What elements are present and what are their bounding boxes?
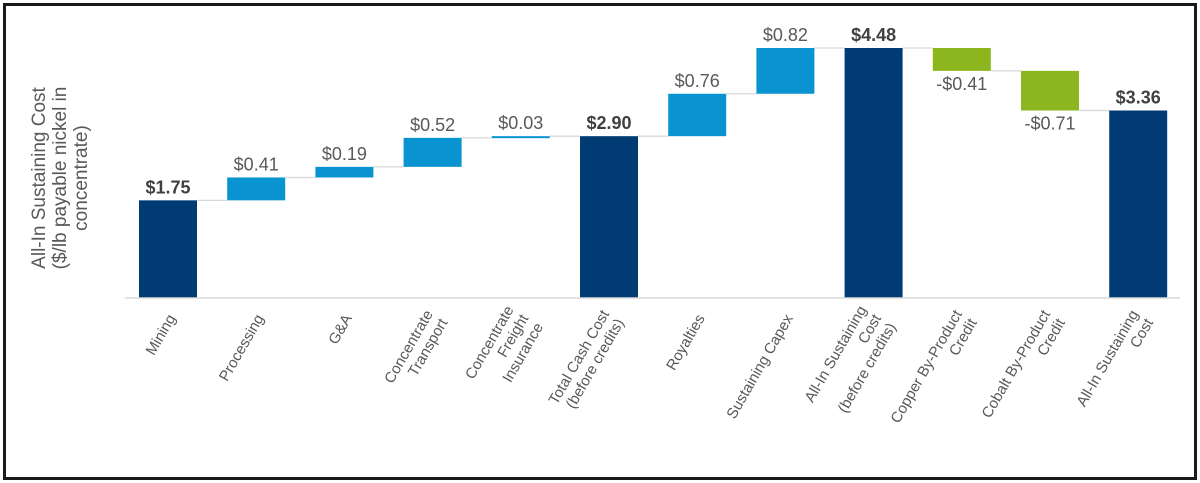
bars (139, 48, 1167, 298)
x-tick-label-3: ConcentrateTransport (381, 307, 452, 395)
y-axis-title-line: ($/lb payable nickel in (50, 87, 71, 270)
x-tick-label-line: Cobalt By-Product (979, 307, 1055, 422)
x-tick-label-line: Mining (143, 312, 180, 359)
x-tick-label-8: All-In SustainingCost(before credits) (801, 302, 900, 422)
bar-1 (227, 177, 285, 200)
value-label-1: $0.41 (234, 154, 279, 174)
bar-6 (668, 94, 726, 136)
x-tick-label-4: ConcentrateFreightInsurance (462, 302, 547, 399)
x-tick-label-line: Processing (216, 312, 268, 385)
value-label-6: $0.76 (675, 71, 720, 91)
x-tick-label-line: G&A (325, 312, 356, 348)
x-tick-label-2: G&A (325, 312, 356, 348)
value-label-11: $3.36 (1116, 88, 1161, 108)
x-tick-label-0: Mining (143, 312, 180, 359)
bar-9 (933, 48, 991, 71)
value-label-10: -$0.71 (1024, 114, 1075, 134)
bar-4 (492, 136, 550, 138)
value-label-2: $0.19 (322, 144, 367, 164)
bar-0 (139, 200, 197, 298)
y-axis-title-line: All-In Sustaining Cost (29, 86, 50, 268)
waterfall-chart: All-In Sustaining Cost($/lb payable nick… (0, 0, 1200, 483)
value-label-8: $4.48 (851, 25, 896, 45)
value-label-3: $0.52 (410, 115, 455, 135)
x-tick-label-11: All-In SustainingCost (1073, 307, 1157, 419)
x-tick-label-10: Cobalt By-ProductCredit (979, 307, 1070, 430)
x-tick-label-9: Copper By-ProductCredit (887, 307, 981, 435)
bar-10 (1021, 71, 1079, 111)
x-tick-label-1: Processing (216, 312, 268, 385)
x-tick-label-5: Total Cash Cost(before credits) (545, 307, 628, 416)
value-label-0: $1.75 (145, 177, 190, 197)
bar-2 (315, 167, 373, 178)
x-tick-label-line: All-In Sustaining (1073, 307, 1142, 409)
x-tick-label-line: Copper By-Product (887, 307, 966, 427)
value-label-9: -$0.41 (936, 74, 987, 94)
bar-8 (845, 48, 903, 298)
y-axis-title: All-In Sustaining Cost($/lb payable nick… (29, 86, 92, 269)
bar-11 (1109, 111, 1167, 299)
y-axis-title-line: concentrate) (71, 125, 92, 231)
bar-3 (404, 138, 462, 167)
bar-5 (580, 136, 638, 298)
x-tick-label-6: Royalties (663, 312, 709, 374)
x-tick-label-7: Sustaining Capex (723, 311, 797, 422)
y-axis-title-text: All-In Sustaining Cost($/lb payable nick… (29, 86, 92, 269)
value-label-7: $0.82 (763, 25, 808, 45)
value-label-5: $2.90 (586, 113, 631, 133)
x-tick-labels: Mining Processing G&A ConcentrateTransport C… (143, 302, 1158, 434)
bar-7 (756, 48, 814, 94)
x-tick-label-line: Royalties (663, 312, 709, 374)
value-label-4: $0.03 (498, 113, 543, 133)
value-labels: $1.75 $0.41 $0.19 $0.52 $0.03 $2.90 $0.76 $0.82… (145, 25, 1160, 197)
x-tick-label-line: Sustaining Capex (723, 311, 797, 422)
